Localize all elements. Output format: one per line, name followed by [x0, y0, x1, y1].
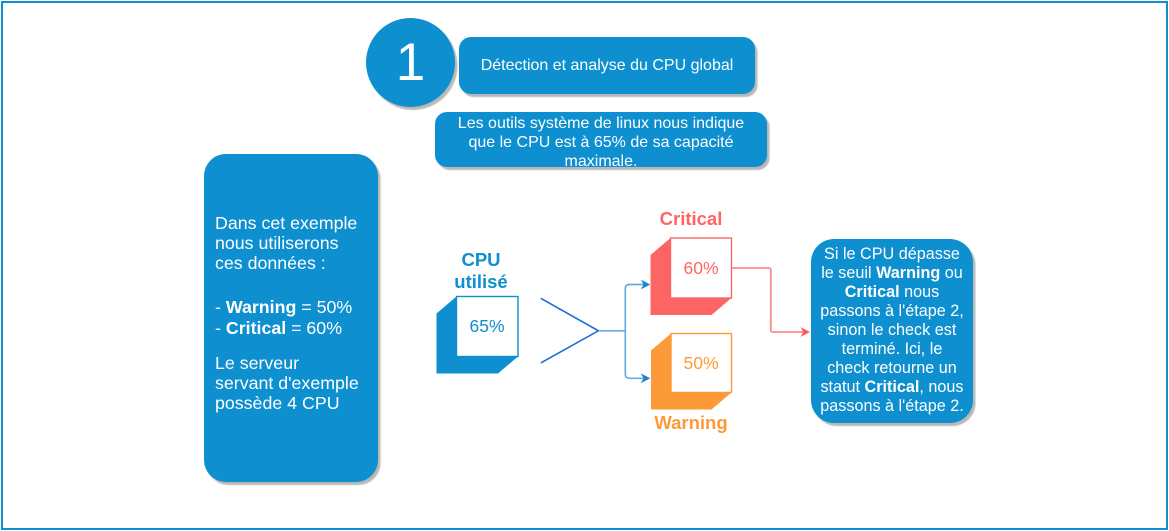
- info-box: Les outils système de linux nous indique…: [435, 112, 767, 170]
- warning-cube: [651, 332, 733, 410]
- example-data-panel: Dans cet exemple nous utiliserons ces donn…: [204, 154, 378, 482]
- threshold-bracket-line: [624, 283, 644, 380]
- critical-threshold-value: 60%: [683, 257, 719, 278]
- step2-explanation-panel: Si le CPU dépasse le seuil Warning ou Crit…: [811, 238, 973, 423]
- step-number-circle: 1: [366, 18, 455, 107]
- warning-cube-label: Warning: [654, 412, 728, 434]
- cpu-cube-label: CPU utilisé: [454, 249, 508, 292]
- cpu-cube: [436, 295, 519, 374]
- critical-cube: [650, 237, 733, 315]
- example-data-thresholds: - Warning = 50% - Critical = 60%: [215, 297, 353, 338]
- example-data-server: Le serveur servant d'exemple possède 4 CPU: [215, 352, 359, 414]
- cpu-branch-connector: [540, 297, 601, 364]
- info-box-text: Les outils système de linux nous indique…: [457, 114, 745, 170]
- step-number: 1: [395, 33, 426, 92]
- warning-arrowhead: [640, 373, 651, 384]
- step2-arrowhead: [800, 327, 810, 337]
- critical-cube-label: Critical: [659, 208, 723, 229]
- cpu-usage-value: 65%: [469, 316, 505, 336]
- step-title: Détection et analyse du CPU global: [480, 56, 734, 74]
- warning-threshold-value: 50%: [683, 352, 719, 373]
- critical-to-step2-connector: [731, 267, 804, 333]
- step2-explanation-text: Si le CPU dépasse le seuil Warning ou Crit…: [820, 245, 964, 416]
- example-data-intro: Dans cet exemple nous utiliserons ces donn…: [215, 212, 358, 274]
- critical-arrowhead: [640, 279, 651, 290]
- step-title-box: Détection et analyse du CPU global: [459, 37, 755, 94]
